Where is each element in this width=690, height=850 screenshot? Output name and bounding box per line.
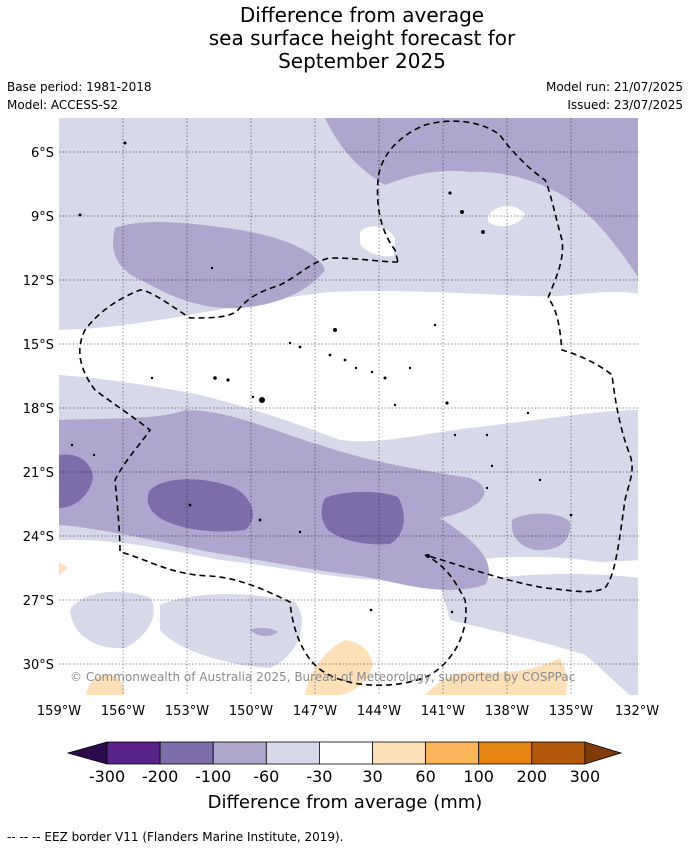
lon-label: 141°W: [421, 704, 465, 719]
meta-left: Base period: 1981-2018 Model: ACCESS-S2: [7, 78, 152, 114]
anom-30-60-left-edge: [59, 562, 68, 575]
colorbar-segment: [159, 741, 214, 765]
light-patch-south: [160, 594, 302, 668]
title-line-2: sea surface height forecast for: [208, 26, 516, 50]
colorbar-tick: -60: [253, 767, 279, 786]
lat-label: 21°S: [23, 466, 54, 481]
model-run: Model run: 21/07/2025: [545, 80, 683, 94]
colorbar-label: Difference from average (mm): [207, 792, 483, 813]
colorbar-tick: -300: [89, 767, 125, 786]
anom-200-100-center: [147, 479, 253, 532]
graticule: [59, 118, 638, 695]
light-patch-se: [440, 574, 638, 695]
anom-100-60-nw: [113, 222, 325, 309]
colorbar-segment: [106, 741, 161, 765]
anom-200-100-west: [59, 454, 93, 508]
anom-30-60-bottom-right: [425, 658, 568, 695]
colorbar-segment: [372, 741, 426, 765]
anom-100-60-south: [59, 410, 489, 590]
model-name: Model: ACCESS-S2: [7, 98, 119, 112]
lat-label: 12°S: [23, 274, 54, 289]
eez-french-polynesia: [79, 120, 633, 687]
colorbar-segment: [478, 741, 533, 765]
anom-30-60-bottom-center: [305, 640, 373, 695]
lat-labels: 6°S 9°S 12°S 15°S 18°S 21°S 24°S 27°S 30…: [23, 146, 54, 673]
lon-label: 156°W: [101, 704, 145, 719]
colorbar-segment: [531, 741, 586, 765]
lon-label: 132°W: [615, 704, 659, 719]
white-patch-north: [488, 205, 525, 227]
anom-100-60-ne: [325, 118, 638, 278]
lat-label: 9°S: [31, 210, 54, 225]
lon-label: 147°W: [293, 704, 337, 719]
lon-label: 150°W: [229, 704, 273, 719]
copyright-text: © Commonwealth of Australia 2025, Bureau…: [70, 670, 575, 684]
anom-200-100-east: [321, 491, 404, 545]
eez-legend: -- -- -- EEZ border V11 (Flanders Marine…: [7, 830, 344, 844]
neutral-band-north: [59, 291, 638, 442]
anom-100-60-east: [511, 513, 571, 551]
title-line-1: Difference from average: [239, 3, 485, 27]
colorbar-segment: [212, 741, 267, 765]
lon-labels: 159°W 156°W 153°W 150°W 147°W 144°W 141°…: [37, 704, 659, 719]
anom-30-60-bottom-left: [86, 674, 125, 695]
colorbar-tick: 200: [517, 767, 548, 786]
meta-right: Model run: 21/07/2025 Issued: 23/07/2025: [546, 78, 683, 114]
colorbar-extend-high: [584, 741, 623, 765]
light-patch-sw: [70, 591, 154, 649]
lon-label: 135°W: [549, 704, 593, 719]
lat-label: 30°S: [23, 658, 54, 673]
colorbar-tick: -100: [195, 767, 231, 786]
colorbar-tick: 30: [362, 767, 382, 786]
colorbar-tick: -30: [306, 767, 332, 786]
issued-date: Issued: 23/07/2025: [567, 98, 683, 112]
anom-100-60-tiny: [250, 627, 278, 636]
lon-label: 144°W: [357, 704, 401, 719]
title-line-3: September 2025: [278, 49, 446, 73]
lon-label: 153°W: [165, 704, 209, 719]
colorbar-tick: -200: [142, 767, 178, 786]
lon-label: 159°W: [37, 704, 81, 719]
colorbar-tick: 60: [415, 767, 435, 786]
colorbar-segment: [318, 741, 373, 765]
islands: [70, 141, 573, 614]
colorbar-segment: [265, 741, 320, 765]
lat-label: 27°S: [23, 594, 54, 609]
chart-title: Difference from average sea surface heig…: [0, 4, 690, 73]
lat-label: 15°S: [23, 338, 54, 353]
lat-label: 18°S: [23, 402, 54, 417]
lon-label: 138°W: [485, 704, 529, 719]
colorbar-segment: [425, 741, 480, 765]
base-period: Base period: 1981-2018: [7, 80, 152, 94]
anomaly-field: © Commonwealth of Australia 2025, Bureau…: [59, 118, 638, 695]
colorbar-tick: 300: [570, 767, 601, 786]
colorbar-tick: 100: [463, 767, 494, 786]
lat-label: 6°S: [31, 146, 54, 161]
colorbar-extend-low: [66, 741, 108, 765]
eez-borders: [79, 120, 633, 687]
colorbar: -300 -200 -100 -60 -30 30 60 100 200 300: [66, 741, 623, 786]
lat-label: 24°S: [23, 530, 54, 545]
